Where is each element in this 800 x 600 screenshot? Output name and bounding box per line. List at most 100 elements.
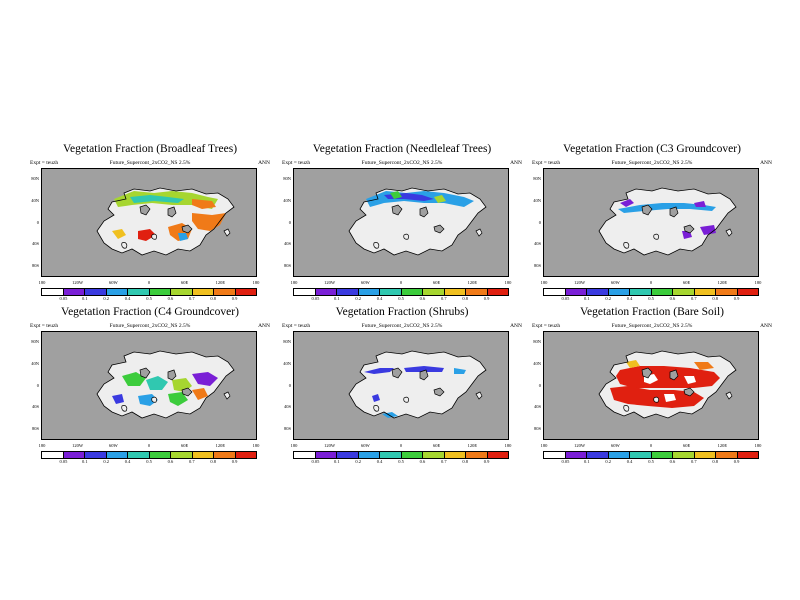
colorbar-swatch: [294, 452, 316, 458]
expt-label: Expt = teuzh: [532, 323, 561, 329]
x-tick-label: 180: [754, 280, 762, 285]
y-tick-label: 40N: [533, 360, 541, 366]
run-label: Future_Supercont_2xCO2_NS 2.5%: [109, 160, 191, 166]
panel-title: Vegetation Fraction (C4 Groundcover): [61, 306, 239, 318]
x-tick-label: 120W: [324, 443, 336, 448]
inland-sea: [433, 224, 445, 234]
map-panel-c4: Vegetation Fraction (C4 Groundcover) Exp…: [30, 306, 270, 486]
colorbar-swatch: [315, 452, 337, 458]
y-tick-label: 40S: [533, 404, 541, 410]
map-plot: [543, 168, 759, 277]
colorbar-label: 0.05: [561, 459, 570, 464]
run-label: Future_Supercont_2xCO2_NS 2.5%: [361, 160, 443, 166]
panel-title: Vegetation Fraction (Broadleaf Trees): [62, 143, 238, 155]
y-tick-label: 80S: [31, 263, 39, 268]
colorbar-label: 0.2: [103, 296, 109, 301]
expt-label: Expt = teuzh: [30, 323, 59, 329]
inland-sea: [669, 206, 679, 218]
coastline: [598, 350, 737, 419]
y-tick-label: 80S: [533, 426, 541, 431]
colorbar-swatch: [149, 289, 171, 295]
map-plot: [293, 331, 509, 440]
map-svg: [42, 332, 256, 439]
x-tick-label: 180: [290, 280, 298, 285]
vegetation-fraction-patch: [364, 368, 394, 374]
x-tick-label: 60W: [610, 443, 620, 448]
colorbar-swatch: [423, 452, 445, 458]
x-tick-label: 120W: [574, 443, 586, 448]
colorbar-swatch: [544, 452, 566, 458]
x-tick-label: 60W: [108, 280, 118, 285]
x-tick-label: 120W: [574, 280, 586, 285]
x-tick-label: 180: [540, 443, 548, 448]
colorbar-label: 0.9: [231, 459, 238, 464]
inland-sea: [419, 369, 429, 381]
colorbar-label: 0.8: [210, 296, 216, 301]
coastline: [348, 350, 487, 419]
run-label: Future_Supercont_2xCO2_NS 2.5%: [611, 160, 693, 166]
colorbar-swatch: [565, 289, 587, 295]
map-svg: [42, 169, 256, 276]
y-tick-label: 40S: [31, 404, 39, 410]
season-label: ANN: [258, 323, 270, 329]
x-tick-label: 120E: [215, 443, 226, 448]
vegetation-fraction-patch: [664, 394, 676, 402]
colorbar-label: 0.8: [712, 459, 718, 464]
colorbar-label: 0.1: [81, 459, 88, 464]
inland-sea: [683, 224, 695, 234]
vegetation-fraction-patch: [192, 372, 218, 386]
colorbar-swatch: [737, 452, 758, 458]
colorbar-label: 0.1: [81, 296, 88, 301]
season-label: ANN: [258, 160, 270, 166]
land-mass: [349, 351, 486, 418]
vegetation-fraction-patch: [178, 233, 188, 241]
x-tick-label: 180: [754, 443, 762, 448]
colorbar-label: 0.1: [333, 459, 340, 464]
colorbar-label: 0.8: [462, 296, 468, 301]
season-label: ANN: [760, 160, 772, 166]
vegetation-fraction-patch: [138, 229, 156, 241]
vegetation-fraction-patch: [130, 195, 184, 203]
colorbar-swatch: [106, 452, 128, 458]
vegetation-fraction-patch: [112, 229, 126, 239]
colorbar-swatch: [128, 289, 150, 295]
inland-sea: [641, 367, 653, 379]
map-plot: [293, 168, 509, 277]
island: [725, 391, 733, 400]
colorbar-swatch: [358, 452, 380, 458]
colorbar-swatch: [694, 289, 716, 295]
x-tick-label: 60E: [683, 443, 691, 448]
x-tick-label: 0: [399, 443, 403, 448]
inland-sea: [683, 387, 695, 397]
vegetation-fraction-patch: [454, 368, 466, 374]
x-tick-label: 180: [252, 280, 260, 285]
x-tick-label: 60E: [433, 280, 441, 285]
colorbar-label: 0.05: [311, 459, 320, 464]
y-tick-label: 40N: [283, 360, 291, 366]
colorbar-label: 0.6: [669, 296, 676, 301]
inland-sea: [669, 369, 679, 381]
island: [653, 396, 659, 403]
island: [223, 391, 231, 400]
coastline: [598, 187, 737, 256]
y-tick-label: 40S: [283, 241, 291, 247]
y-tick-label: 40S: [533, 241, 541, 247]
panel-title: Vegetation Fraction (C3 Groundcover): [563, 143, 741, 155]
colorbar-label: 0.9: [483, 459, 490, 464]
colorbar-swatch: [171, 452, 193, 458]
colorbar-swatch: [337, 452, 359, 458]
x-tick-label: 180: [504, 443, 512, 448]
colorbar-label: 0.5: [398, 459, 404, 464]
x-tick-label: 60W: [360, 443, 370, 448]
y-tick-label: 0: [288, 382, 291, 388]
y-tick-label: 80S: [283, 263, 291, 268]
coastline: [96, 350, 235, 419]
colorbar-label: 0.7: [440, 459, 447, 464]
y-tick-label: 0: [538, 382, 541, 388]
colorbar-swatch: [487, 289, 508, 295]
colorbar-swatch: [444, 289, 466, 295]
colorbar-swatch: [587, 452, 609, 458]
colorbar-swatch: [315, 289, 337, 295]
colorbar-label: 0.05: [561, 296, 570, 301]
x-tick-label: 60W: [360, 280, 370, 285]
